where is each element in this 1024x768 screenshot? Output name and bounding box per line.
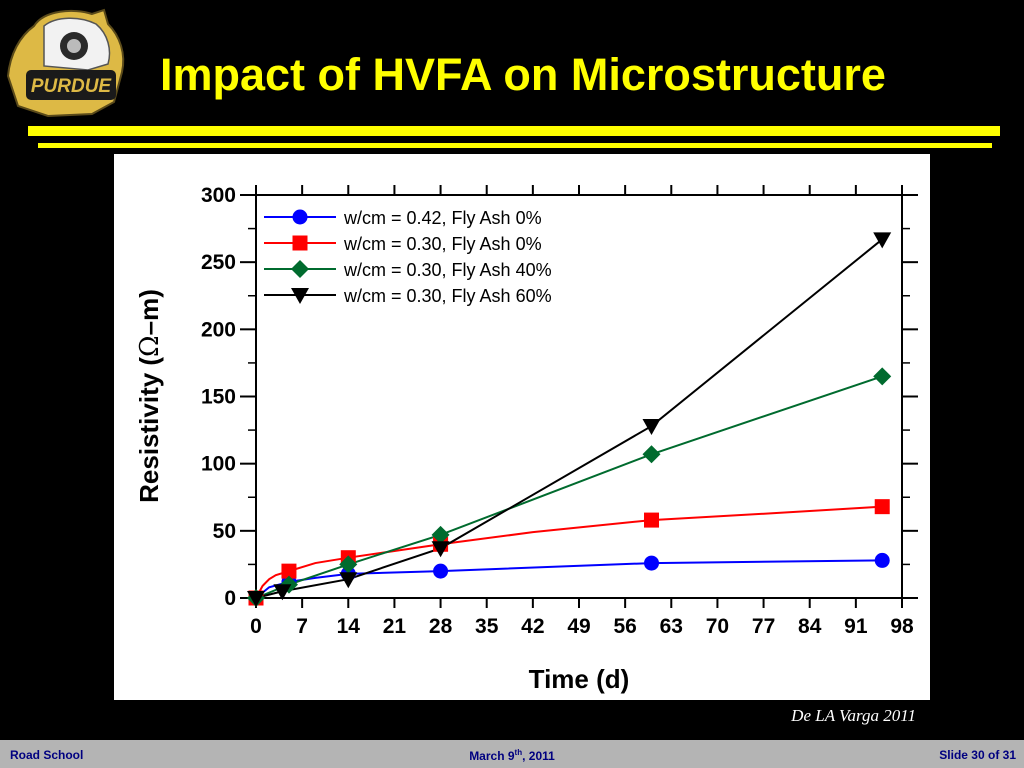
x-tick-label: 42 <box>521 615 544 638</box>
x-tick-label: 98 <box>890 615 914 638</box>
data-point-series-1 <box>874 552 890 568</box>
legend-label-3: w/cm = 0.30, Fly Ash 40% <box>343 260 552 280</box>
x-tick-label: 7 <box>296 615 308 638</box>
title-underline-thick <box>28 126 1000 136</box>
y-tick-label: 100 <box>201 453 236 476</box>
x-tick-label: 56 <box>613 615 636 638</box>
series-line-1 <box>255 559 883 599</box>
data-point-series-1 <box>433 563 449 579</box>
footer-slide-number: Slide 30 of 31 <box>939 748 1016 762</box>
footer-date-suffix: , 2011 <box>522 749 555 763</box>
data-point-series-3 <box>339 555 358 574</box>
legend-marker-2 <box>292 235 308 251</box>
x-tick-labels: 0 7 14 21 28 35 42 49 56 63 70 77 84 91 98 <box>250 615 914 638</box>
data-point-series-2 <box>874 499 890 515</box>
series-markers <box>247 232 892 607</box>
data-point-series-3 <box>873 367 892 386</box>
y-axis-label-prefix: Resistivity ( <box>134 357 164 503</box>
x-tick-label: 91 <box>844 615 868 638</box>
x-tick-label: 21 <box>383 615 407 638</box>
title-underline-thin <box>38 143 992 148</box>
x-tick-label: 70 <box>706 615 729 638</box>
x-axis-label: Time (d) <box>529 664 630 694</box>
x-tick-label: 0 <box>250 615 262 638</box>
y-tick-label: 300 <box>201 184 236 207</box>
y-tick-label: 250 <box>201 251 236 274</box>
plot-area <box>255 194 903 599</box>
footer: Road School March 9th, 2011 Slide 30 of … <box>0 740 1024 768</box>
legend-marker-3 <box>291 260 309 278</box>
purdue-logo: PURDUE <box>6 8 125 118</box>
data-point-series-1 <box>644 555 660 571</box>
y-tick-label: 150 <box>201 386 236 409</box>
y-axis-label-symbol: Ω <box>135 335 165 357</box>
y-axis-label-suffix: –m) <box>134 289 164 335</box>
data-point-series-2 <box>281 563 297 579</box>
legend-marker-1 <box>292 209 308 225</box>
resistivity-chart: 0 50 100 150 200 250 300 0 7 14 21 28 35 42 49 56 63 70 7… <box>134 184 918 694</box>
y-axis-label: Resistivity (Ω–m) <box>134 289 165 503</box>
y-tick-labels: 0 50 100 150 200 250 300 <box>201 184 236 610</box>
axis-ticks <box>240 185 918 608</box>
data-point-series-3 <box>642 445 661 464</box>
x-tick-label: 49 <box>567 615 590 638</box>
x-tick-label: 14 <box>337 615 361 638</box>
slide-title: Impact of HVFA on Microstructure <box>160 49 886 100</box>
legend-label-2: w/cm = 0.30, Fly Ash 0% <box>343 234 542 254</box>
citation: De LA Varga 2011 <box>791 706 916 725</box>
chart-panel: 0 50 100 150 200 250 300 0 7 14 21 28 35 42 49 56 63 70 7… <box>114 154 930 700</box>
y-tick-label: 0 <box>224 587 236 610</box>
logo-text: PURDUE <box>31 76 113 97</box>
footer-date-prefix: March 9 <box>469 749 515 763</box>
footer-date-sup: th <box>514 748 523 757</box>
data-point-series-4 <box>642 419 661 436</box>
data-point-series-2 <box>644 512 660 528</box>
data-point-series-4 <box>431 541 450 558</box>
data-point-series-4 <box>873 232 892 249</box>
x-tick-label: 28 <box>429 615 453 638</box>
data-point-series-4 <box>247 591 265 607</box>
data-point-series-4 <box>273 584 292 601</box>
legend-label-1: w/cm = 0.42, Fly Ash 0% <box>343 208 542 228</box>
footer-date: March 9th, 2011 <box>0 748 1024 763</box>
data-point-series-4 <box>339 572 358 589</box>
x-tick-label: 63 <box>660 615 683 638</box>
x-tick-label: 35 <box>475 615 499 638</box>
footer-left: Road School <box>10 748 84 762</box>
x-tick-label: 84 <box>798 615 822 638</box>
x-tick-label: 77 <box>752 615 775 638</box>
y-tick-label: 200 <box>201 318 236 341</box>
data-point-series-3 <box>431 525 450 544</box>
y-tick-label: 50 <box>213 520 236 543</box>
legend-marker-4 <box>291 288 309 304</box>
legend: w/cm = 0.42, Fly Ash 0% w/cm = 0.30, Fly … <box>264 208 552 306</box>
legend-label-4: w/cm = 0.30, Fly Ash 60% <box>343 286 552 306</box>
